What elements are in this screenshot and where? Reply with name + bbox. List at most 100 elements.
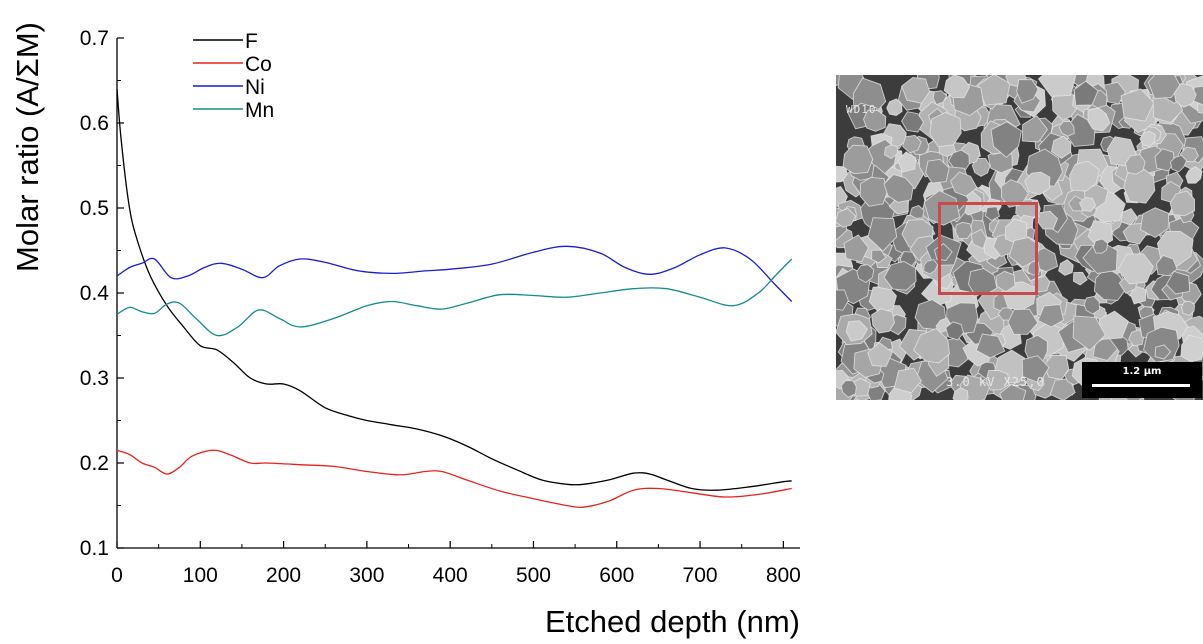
scale-bar: 1.2 µm bbox=[1082, 362, 1202, 398]
sem-particle bbox=[842, 144, 874, 175]
sem-particle bbox=[902, 134, 922, 154]
sem-particle bbox=[1083, 295, 1101, 315]
y-tick-label: 0.4 bbox=[80, 282, 110, 305]
y-tick-label: 0.7 bbox=[80, 27, 109, 50]
sem-particle bbox=[943, 75, 971, 99]
sem-particle bbox=[1000, 179, 1029, 208]
x-tick-label: 700 bbox=[683, 564, 718, 587]
sem-particle bbox=[856, 264, 875, 284]
sem-particle bbox=[913, 328, 950, 364]
y-tick-label: 0.6 bbox=[80, 112, 109, 135]
sem-particle bbox=[1124, 154, 1146, 175]
x-tick-label: 200 bbox=[266, 564, 301, 587]
sem-particle bbox=[1021, 355, 1050, 384]
sem-particle bbox=[1037, 210, 1059, 230]
y-tick-label: 0.3 bbox=[80, 367, 109, 390]
sem-particle bbox=[1007, 308, 1039, 335]
series-line-co bbox=[116, 449, 792, 509]
sem-particle bbox=[1005, 218, 1028, 245]
x-tick-label: 400 bbox=[433, 564, 468, 587]
sem-particle bbox=[867, 342, 893, 367]
sem-particle bbox=[990, 121, 1022, 159]
sem-particle bbox=[1021, 115, 1049, 143]
sem-particle bbox=[984, 206, 1001, 222]
sem-particle bbox=[1037, 75, 1077, 97]
sem-particle bbox=[1087, 220, 1114, 249]
sem-particle bbox=[1139, 130, 1156, 148]
x-tick-label: 100 bbox=[183, 564, 218, 587]
sem-particle bbox=[1185, 166, 1203, 184]
sem-particle bbox=[929, 111, 962, 148]
series-line-mn bbox=[116, 258, 793, 337]
x-axis-title: Etched depth (nm) bbox=[545, 604, 800, 639]
sem-particle bbox=[1087, 107, 1111, 132]
sem-particle bbox=[955, 221, 973, 240]
x-tick-label: 0 bbox=[111, 564, 123, 587]
sem-particle bbox=[1069, 160, 1100, 192]
sem-particle bbox=[923, 190, 961, 226]
legend-label-mn: Mn bbox=[245, 99, 274, 122]
sem-particle bbox=[1078, 197, 1097, 212]
sem-particle bbox=[1003, 281, 1037, 311]
sem-particle bbox=[897, 151, 917, 173]
line-chart: 0.1 0.2 0.3 0.4 0.5 0.6 0.7 0 100 200 300 400 500 600… bbox=[10, 22, 801, 639]
sem-particle bbox=[1120, 207, 1138, 226]
sem-particle bbox=[863, 109, 887, 132]
sem-particle bbox=[1154, 148, 1175, 172]
axes: 0.1 0.2 0.3 0.4 0.5 0.6 0.7 0 100 200 300 400 500 600… bbox=[80, 27, 801, 587]
sem-particle bbox=[1165, 270, 1191, 295]
x-tick-label: 500 bbox=[516, 564, 551, 587]
sem-particle bbox=[1128, 329, 1145, 347]
sem-particle bbox=[909, 204, 925, 219]
scale-bar-label: 1.2 µm bbox=[1122, 366, 1162, 377]
sem-particle bbox=[1016, 79, 1039, 104]
sem-particle bbox=[1092, 238, 1109, 254]
sem-particle bbox=[883, 174, 914, 203]
legend-label-f: F bbox=[245, 30, 258, 53]
sem-particle bbox=[1024, 171, 1051, 196]
sem-particle bbox=[1049, 378, 1076, 400]
sem-particle bbox=[1192, 85, 1203, 106]
sem-particle bbox=[923, 259, 939, 275]
y-tick-label: 0.2 bbox=[80, 452, 109, 475]
sem-particle bbox=[952, 387, 969, 400]
sem-particle bbox=[883, 260, 917, 291]
sem-particle bbox=[1082, 239, 1118, 274]
x-tick-label: 600 bbox=[599, 564, 634, 587]
sem-particle bbox=[949, 171, 978, 197]
series-line-ni bbox=[116, 245, 793, 302]
x-tick-label: 800 bbox=[766, 564, 801, 587]
y-tick-label: 0.1 bbox=[80, 537, 109, 560]
sem-particle bbox=[901, 77, 930, 104]
sem-particle bbox=[871, 308, 895, 334]
sem-particle bbox=[1140, 207, 1170, 239]
sem-particle bbox=[1072, 315, 1106, 352]
sem-particle bbox=[925, 158, 950, 184]
legend-label-co: Co bbox=[245, 53, 272, 76]
sem-particle bbox=[867, 217, 898, 252]
sem-particle bbox=[1154, 344, 1172, 360]
legend-label-ni: Ni bbox=[245, 76, 265, 99]
sem-particle bbox=[836, 207, 857, 228]
series-lines bbox=[116, 88, 793, 509]
sem-particle bbox=[843, 234, 869, 263]
sem-particle bbox=[970, 228, 987, 250]
sem-particle bbox=[901, 111, 925, 133]
sem-particle bbox=[884, 144, 899, 160]
sem-particle bbox=[840, 380, 857, 398]
sem-particles-image bbox=[836, 75, 1203, 400]
y-tick-label: 0.5 bbox=[80, 197, 109, 220]
sem-particle bbox=[1143, 326, 1180, 363]
region-of-interest-box bbox=[938, 202, 1038, 295]
sem-particle bbox=[845, 320, 868, 342]
y-axis-title: Molar ratio (A/ΣM) bbox=[10, 22, 45, 272]
sem-voltage-magnification-label: 3.0 kV X25,0 bbox=[946, 375, 1045, 389]
sem-particle bbox=[1169, 190, 1196, 217]
sem-particle bbox=[1147, 75, 1181, 99]
sem-particle bbox=[836, 289, 849, 311]
scale-bar-line bbox=[1092, 384, 1190, 387]
x-tick-label: 300 bbox=[349, 564, 384, 587]
sem-particle bbox=[1037, 304, 1064, 328]
sem-particle bbox=[1155, 254, 1178, 277]
